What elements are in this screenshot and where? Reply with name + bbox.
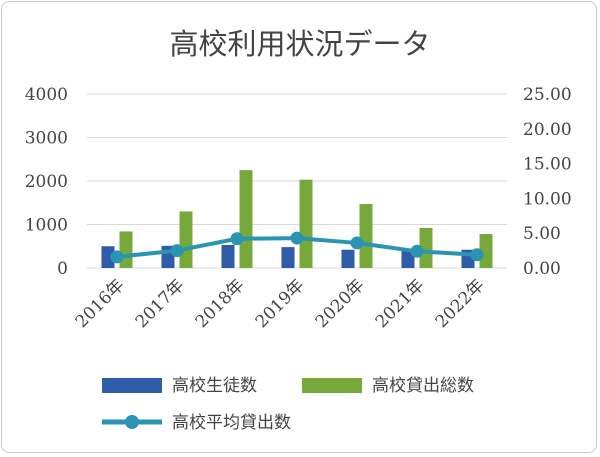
average-loans-point xyxy=(410,244,424,258)
legend-label-average-loans: 高校平均貸出数 xyxy=(172,413,291,433)
bar-total-loans xyxy=(239,170,253,268)
y-left-axis: 0 1000 2000 3000 4000 xyxy=(25,85,68,279)
legend-swatch-average-marker xyxy=(125,415,139,429)
x-axis: 2016年 2017年 2018年 2019年 2020年 2021年 2022年 xyxy=(72,275,489,332)
y-right-tick-label: 0.00 xyxy=(523,259,561,279)
average-loans-point xyxy=(170,244,184,258)
average-loans-point xyxy=(290,231,304,245)
y-left-tick-label: 0 xyxy=(57,259,68,279)
x-tick-label: 2019年 xyxy=(252,275,309,332)
y-left-tick-label: 2000 xyxy=(25,172,68,192)
gridlines xyxy=(87,93,507,269)
y-right-tick-label: 20.00 xyxy=(523,120,572,140)
bar-students xyxy=(221,244,235,268)
legend-swatch-students xyxy=(102,378,162,393)
y-right-axis: 0.00 5.00 10.00 15.00 20.00 25.00 xyxy=(523,85,572,279)
legend-label-total-loans: 高校貸出総数 xyxy=(372,376,474,396)
y-right-tick-label: 15.00 xyxy=(523,155,572,175)
bar-series xyxy=(101,170,493,268)
x-tick-label: 2022年 xyxy=(432,275,489,332)
x-tick-label: 2017年 xyxy=(132,275,189,332)
y-right-tick-label: 5.00 xyxy=(523,224,561,244)
legend-swatch-total-loans xyxy=(302,378,362,393)
bar-total-loans xyxy=(119,231,133,268)
line-series xyxy=(110,231,484,264)
x-tick-label: 2020年 xyxy=(312,275,369,332)
average-loans-point xyxy=(110,250,124,264)
y-left-tick-label: 1000 xyxy=(25,216,68,236)
x-tick-label: 2016年 xyxy=(72,275,129,332)
average-loans-point xyxy=(230,232,244,246)
x-tick-label: 2018年 xyxy=(192,275,249,332)
average-loans-point xyxy=(350,236,364,250)
bar-students xyxy=(341,249,355,268)
bar-students xyxy=(101,246,115,268)
y-right-tick-label: 25.00 xyxy=(523,85,572,105)
bar-total-loans xyxy=(179,211,193,268)
y-left-tick-label: 3000 xyxy=(25,129,68,149)
y-right-tick-label: 10.00 xyxy=(523,189,572,209)
bar-students xyxy=(281,247,295,268)
bar-total-loans xyxy=(359,204,373,268)
y-left-tick-label: 4000 xyxy=(25,85,68,105)
bar-total-loans xyxy=(479,234,493,268)
chart-title: 高校利用状況データ xyxy=(169,27,430,61)
bar-total-loans xyxy=(299,179,313,268)
legend: 高校生徒数 高校貸出総数 高校平均貸出数 xyxy=(102,376,474,433)
legend-label-students: 高校生徒数 xyxy=(172,376,257,396)
x-tick-label: 2021年 xyxy=(372,275,429,332)
bar-total-loans xyxy=(419,227,433,268)
average-loans-point xyxy=(470,248,484,262)
